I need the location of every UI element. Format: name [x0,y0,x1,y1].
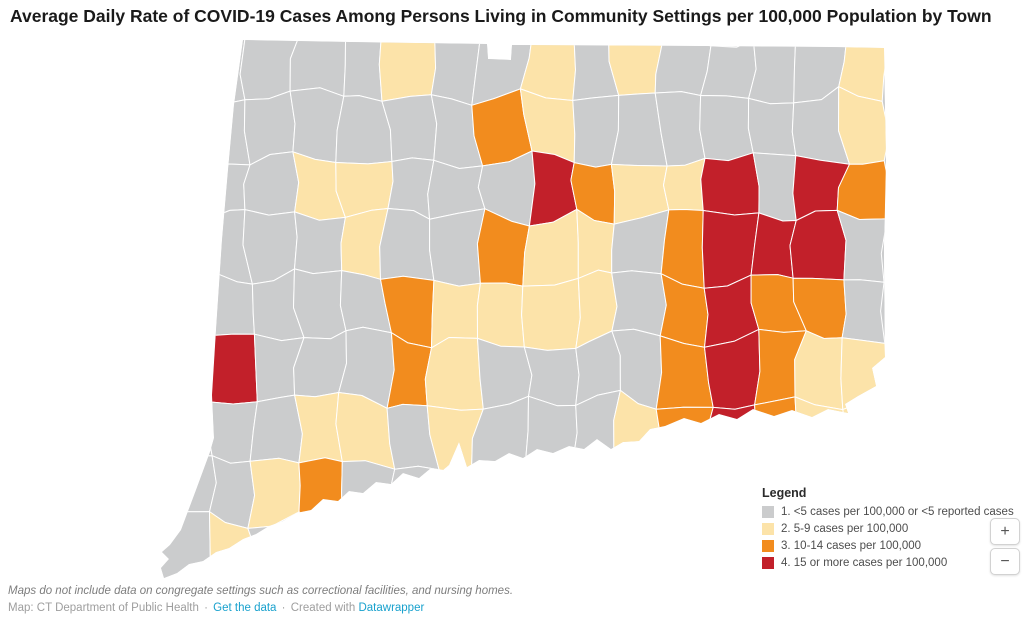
town-polygon[interactable] [387,465,440,531]
legend-item: 4. 15 or more cases per 100,000 [762,557,1032,569]
map-zoom-controls: + − [990,518,1020,575]
town-polygon[interactable] [341,460,396,531]
town-polygon[interactable] [471,465,531,531]
town-polygon[interactable] [341,523,389,583]
town-polygon[interactable] [429,208,486,287]
town-polygon[interactable] [471,521,533,586]
datawrapper-link[interactable]: Datawrapper [358,602,425,614]
zoom-in-button[interactable]: + [990,518,1020,545]
town-polygon[interactable] [476,282,525,348]
town-polygon[interactable] [199,29,246,106]
town-polygon[interactable] [155,335,203,405]
town-polygon[interactable] [294,392,343,464]
legend-swatch-red [762,557,774,569]
town-polygon[interactable] [572,94,620,168]
legend-item: 2. 5-9 cases per 100,000 [762,523,1032,535]
town-polygon[interactable] [289,87,345,163]
town-polygon[interactable] [158,453,217,518]
town-polygon[interactable] [613,453,670,523]
legend-item: 1. <5 cases per 100,000 or <5 reported c… [762,506,1032,518]
town-polygon[interactable] [841,279,886,344]
town-polygon[interactable] [699,95,754,162]
town-polygon[interactable] [343,31,383,102]
town-polygon[interactable] [157,271,213,343]
created-with-text: Created with [290,602,356,614]
town-polygon[interactable] [294,211,346,275]
town-polygon[interactable] [521,277,581,351]
town-polygon[interactable] [701,511,757,579]
credit-source-text: Map: CT Department of Public Health [8,602,199,614]
legend-item-label: 3. 10-14 cases per 100,000 [781,540,922,552]
town-polygon[interactable] [523,346,580,407]
chart-title: Average Daily Rate of COVID-19 Cases Amo… [10,6,992,26]
town-polygon[interactable] [655,406,714,470]
town-polygon[interactable] [291,511,348,578]
zoom-out-button[interactable]: − [990,548,1020,575]
town-polygon[interactable] [378,31,437,102]
town-polygon[interactable] [794,330,844,411]
map-legend: Legend 1. <5 cases per 100,000 or <5 rep… [762,486,1032,574]
town-polygon[interactable] [153,511,212,592]
legend-item-label: 1. <5 cases per 100,000 or <5 reported c… [781,506,1014,518]
town-polygon[interactable] [750,212,797,279]
legend-item-label: 2. 5-9 cases per 100,000 [781,523,909,535]
town-polygon[interactable] [665,454,704,517]
credit-separator: · [204,602,208,614]
town-polygon[interactable] [155,400,213,457]
town-polygon[interactable] [836,160,890,220]
town-polygon[interactable] [789,209,847,281]
town-polygon[interactable] [298,457,343,527]
town-polygon[interactable] [524,458,574,531]
town-polygon[interactable] [564,519,625,590]
town-polygon[interactable] [162,147,211,219]
town-polygon[interactable] [614,512,668,576]
town-polygon[interactable] [430,31,481,106]
town-polygon[interactable] [424,337,484,411]
town-polygon[interactable] [702,404,757,470]
legend-swatch-cream [762,523,774,535]
town-polygon[interactable] [293,268,347,340]
map-footnote: Maps do not include data on congregate s… [8,585,514,597]
town-polygon[interactable] [154,213,213,284]
get-the-data-link[interactable]: Get the data [213,602,277,614]
town-polygon[interactable] [663,157,706,211]
town-polygon[interactable] [161,99,206,166]
town-polygon[interactable] [658,511,716,578]
town-polygon[interactable] [433,467,478,531]
town-polygon[interactable] [289,28,347,97]
source-credit-line: Map: CT Department of Public Health · Ge… [8,602,424,614]
town-polygon[interactable] [527,521,569,590]
legend-swatch-gray [762,506,774,518]
town-polygon[interactable] [249,394,303,464]
legend-item: 3. 10-14 cases per 100,000 [762,540,1032,552]
town-polygon[interactable] [700,152,760,216]
town-polygon[interactable] [426,524,479,579]
town-polygon[interactable] [748,31,797,105]
town-polygon[interactable] [199,333,258,405]
town-polygon[interactable] [699,458,749,520]
credit-separator: · [281,602,286,614]
town-polygon[interactable] [608,31,663,96]
town-polygon[interactable] [752,152,797,222]
town-polygon[interactable] [565,460,625,531]
town-polygon[interactable] [157,29,206,104]
legend-swatch-orange [762,540,774,552]
town-polygon[interactable] [611,270,667,337]
town-polygon[interactable] [747,97,797,157]
legend-title: Legend [762,486,807,500]
town-polygon[interactable] [383,524,437,583]
town-polygon[interactable] [840,337,889,411]
town-polygon[interactable] [247,457,301,529]
town-polygon[interactable] [524,395,578,467]
town-polygon[interactable] [379,208,435,281]
town-polygon[interactable] [198,99,251,166]
town-polygon[interactable] [747,396,798,468]
legend-item-label: 4. 15 or more cases per 100,000 [781,557,948,569]
